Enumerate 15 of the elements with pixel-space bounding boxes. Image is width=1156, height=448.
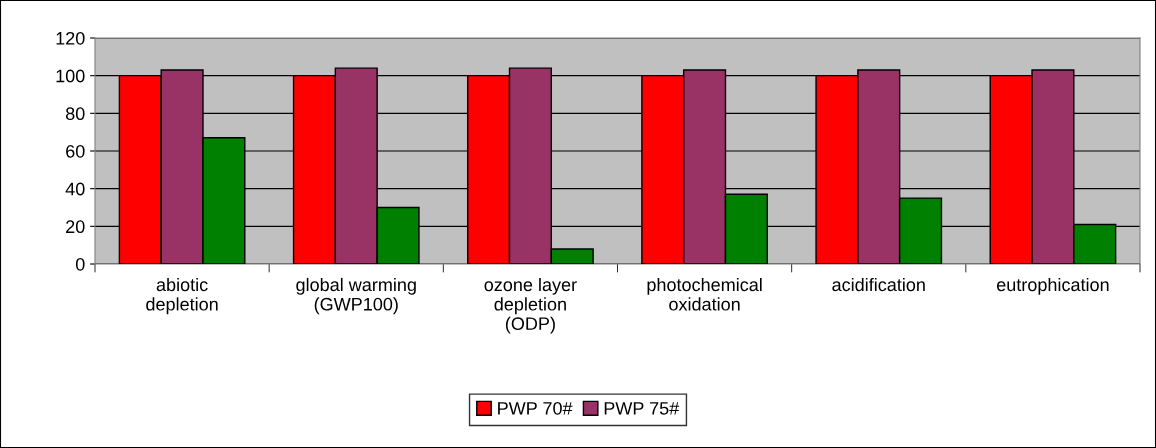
x-tick-label: eutrophication	[996, 277, 1109, 295]
legend-label: PWP 75#	[604, 402, 680, 415]
x-tick-label: photochemical oxidation	[647, 277, 762, 311]
x-tick-label: ozone layer depletion (ODP)	[484, 277, 577, 334]
x-tick-label: abiotic depletion	[146, 277, 218, 315]
y-tick-label: 100	[56, 69, 85, 83]
y-tick-label: 40	[65, 182, 85, 196]
x-tick-label: global warming (GWP100)	[296, 277, 416, 315]
y-tick-label: 60	[66, 144, 85, 158]
y-tick-label: 0	[75, 257, 85, 271]
x-tick-label: acidification	[832, 277, 925, 292]
y-tick-label: 120	[56, 31, 85, 45]
y-tick-label: 80	[65, 107, 85, 121]
legend-label: PWP 70#	[498, 401, 573, 415]
y-tick-label: 20	[66, 220, 85, 234]
